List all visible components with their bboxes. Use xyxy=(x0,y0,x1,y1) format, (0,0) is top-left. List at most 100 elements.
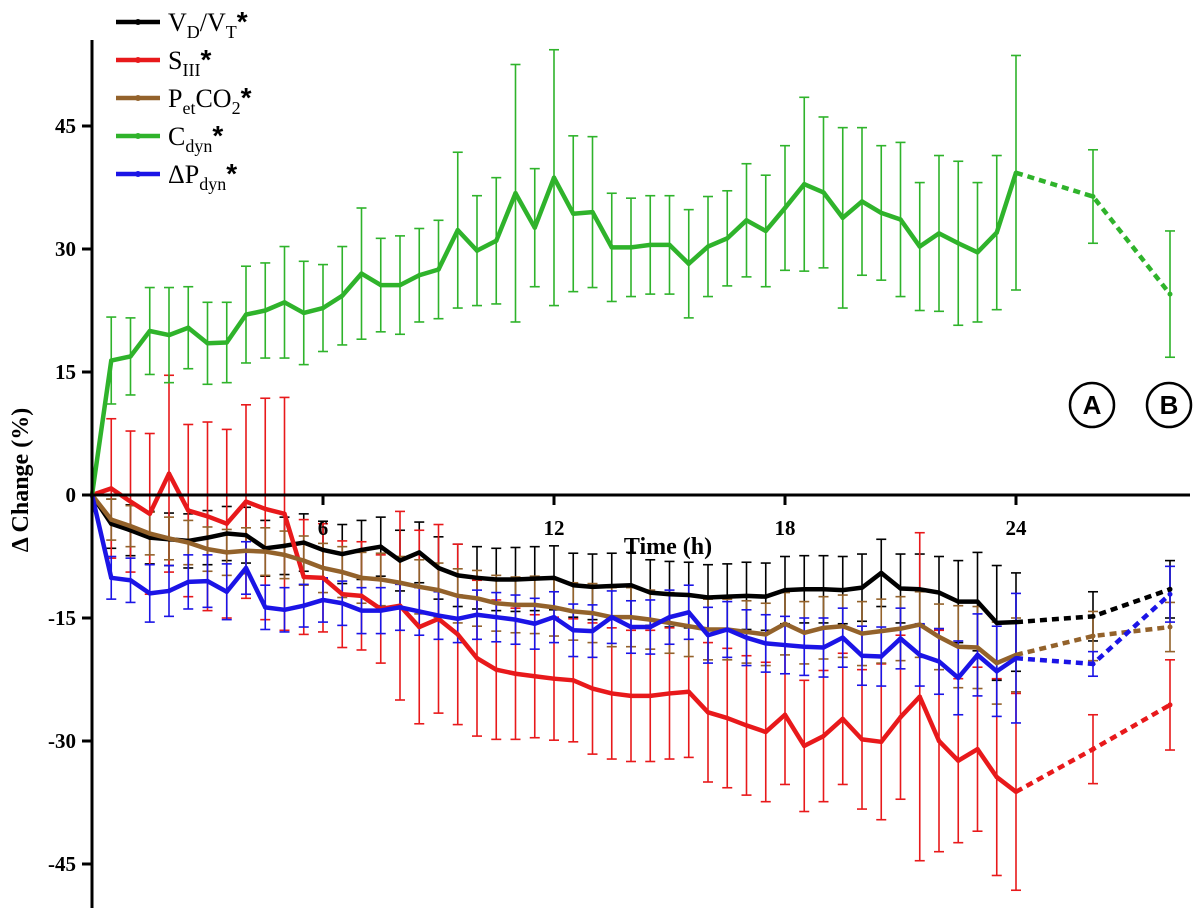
pdyn-point xyxy=(494,614,499,620)
legend-item-cdyn: Cdyn* xyxy=(116,120,223,156)
siii-point xyxy=(513,671,518,676)
vdvt-point xyxy=(243,532,249,538)
petco2-point xyxy=(320,565,326,571)
cdyn-point xyxy=(667,242,672,248)
vdvt-point xyxy=(494,577,499,582)
pdyn-point xyxy=(147,591,152,596)
petco2-point xyxy=(513,602,518,608)
pdyn-point xyxy=(840,635,845,640)
petco2-point xyxy=(590,610,595,616)
cdyn-point xyxy=(821,190,826,195)
cdyn-point xyxy=(205,341,210,346)
siii-point xyxy=(571,678,576,683)
legend-item-vdvt: VD/VT* xyxy=(116,6,248,42)
vdvt-point xyxy=(667,592,672,597)
series-lines-layer xyxy=(89,170,1173,795)
vdvt-point xyxy=(147,535,152,540)
pdyn-point xyxy=(263,605,268,610)
ticks-layer: -45 -30 -15 0 15 30 45 6 12 18 24 xyxy=(48,114,1027,876)
cdyn-point xyxy=(975,250,980,255)
cdyn-extension-point xyxy=(1167,291,1173,297)
vdvt-point xyxy=(282,543,287,549)
vdvt-point xyxy=(340,551,345,557)
x-tick-label: 12 xyxy=(544,516,565,540)
cdyn-point xyxy=(705,244,711,249)
petco2-point xyxy=(455,593,460,599)
petco2-point xyxy=(975,645,980,650)
siii-point xyxy=(975,747,980,752)
siii-point xyxy=(898,715,903,720)
legend-marker xyxy=(135,95,141,101)
pdyn-point xyxy=(821,645,826,650)
pdyn-point xyxy=(859,653,865,658)
siii-point xyxy=(263,506,268,512)
pdyn-point xyxy=(725,627,730,632)
siii-point xyxy=(705,710,711,715)
vdvt-point xyxy=(224,531,229,536)
legend-label: VD/VT* xyxy=(168,6,248,42)
petco2-point xyxy=(494,601,499,606)
pdyn-point xyxy=(513,617,518,622)
petco2-point xyxy=(571,609,576,614)
siii-point xyxy=(532,674,537,679)
cdyn-point xyxy=(417,273,422,278)
pdyn-point xyxy=(1013,655,1019,661)
cdyn-point xyxy=(744,218,749,223)
vdvt-extension-point xyxy=(1090,613,1096,619)
pdyn-point xyxy=(571,628,576,633)
marker-circle xyxy=(1068,381,1116,429)
petco2-extension-point xyxy=(1090,633,1096,639)
pdyn-point xyxy=(359,608,364,613)
petco2-point xyxy=(648,617,653,622)
siii-point xyxy=(340,592,345,597)
marker-label: B xyxy=(1160,390,1179,420)
pdyn-point xyxy=(282,607,287,612)
pdyn-point xyxy=(763,641,768,646)
pdyn-point xyxy=(686,610,691,615)
vdvt-point xyxy=(359,547,364,553)
cdyn-point xyxy=(628,245,634,250)
cdyn-point xyxy=(551,175,557,180)
y-tick-label: 0 xyxy=(66,483,77,507)
petco2-point xyxy=(224,550,229,555)
legend: VD/VT*SIII*PetCO2*Cdyn*ΔPdyn* xyxy=(116,6,252,194)
legend-marker xyxy=(135,19,141,25)
vdvt-point xyxy=(802,587,807,592)
vdvt-point xyxy=(590,584,595,590)
legend-item-petco2: PetCO2* xyxy=(116,82,252,118)
vdvt-point xyxy=(609,583,614,589)
cdyn-point xyxy=(320,305,326,311)
petco2-point xyxy=(551,605,557,610)
cdyn-point xyxy=(648,242,653,248)
petco2-extension-line xyxy=(1015,624,1171,658)
pdyn-point xyxy=(936,659,942,664)
siii-point xyxy=(686,689,691,694)
marker-a: A xyxy=(1068,381,1116,429)
vdvt-point xyxy=(763,594,768,599)
vdvt-point xyxy=(725,594,730,599)
cdyn-point xyxy=(378,282,383,288)
petco2-point xyxy=(936,634,942,640)
vdvt-point xyxy=(417,550,422,555)
cdyn-point xyxy=(282,300,287,305)
pdyn-point xyxy=(128,578,133,583)
vdvt-point xyxy=(378,544,383,549)
siii-point xyxy=(417,624,422,630)
vdvt-point xyxy=(628,583,634,588)
petco2-point xyxy=(821,625,826,631)
y-tick-label: 45 xyxy=(55,114,76,138)
vdvt-point xyxy=(320,547,326,553)
petco2-point xyxy=(917,622,922,627)
cdyn-point xyxy=(397,282,403,288)
vdvt-point xyxy=(821,587,826,592)
vdvt-point xyxy=(532,576,537,581)
pdyn-point xyxy=(397,605,403,610)
vdvt-point xyxy=(205,535,210,540)
vdvt-point xyxy=(879,570,884,576)
cdyn-point xyxy=(243,312,249,317)
siii-point xyxy=(628,693,634,699)
cdyn-point xyxy=(840,215,845,221)
y-axis-title: Δ Change (%) xyxy=(8,408,34,552)
pdyn-point xyxy=(648,624,653,630)
vdvt-point xyxy=(840,587,845,593)
